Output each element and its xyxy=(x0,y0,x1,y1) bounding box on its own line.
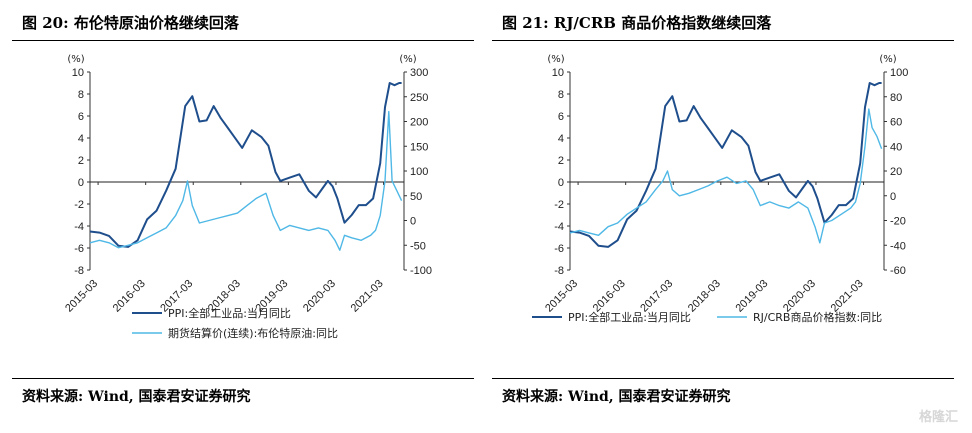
left-tick-label: 8 xyxy=(558,89,564,101)
right-tick-label: 60 xyxy=(890,117,902,129)
series-line-0 xyxy=(569,82,882,248)
right-tick-label: 0 xyxy=(890,191,896,203)
chart-panel-left: 图 20: 布伦特原油价格继续回落 -8 -6 -4 -2 0 2 4 6 8 10 -100 -50… xyxy=(12,0,482,433)
title-rule xyxy=(12,40,474,41)
chart-title: 图 21: RJ/CRB 商品价格指数继续回落 xyxy=(502,14,772,32)
right-tick-label: 40 xyxy=(890,141,902,153)
right-tick-label: 150 xyxy=(410,141,428,153)
x-tick-label: 2018-03 xyxy=(686,278,723,315)
chart-panel-right: 图 21: RJ/CRB 商品价格指数继续回落 -8 -6 -4 -2 0 2 4 6 8 10-… xyxy=(492,0,962,433)
chart-source: 资料来源: Wind, 国泰君安证券研究 xyxy=(22,389,251,405)
chart-left-svg: -8 -6 -4 -2 0 2 4 6 8 10 -100 -50 0 50 100 150 200 250 300… xyxy=(63,54,432,340)
source-rule xyxy=(12,378,474,379)
x-tick-label: 2020-03 xyxy=(301,278,338,315)
right-tick-label: 300 xyxy=(410,67,428,79)
left-tick-label: 2 xyxy=(558,155,564,167)
left-tick-label: 8 xyxy=(78,89,84,101)
right-tick-label: 50 xyxy=(410,191,422,203)
right-tick-label: 200 xyxy=(410,117,428,129)
left-tick-label: 2 xyxy=(78,155,84,167)
x-tick-label: 2015-03 xyxy=(63,278,100,315)
left-tick-label: -6 xyxy=(554,243,564,255)
watermark-logo: 格隆汇 xyxy=(918,410,958,425)
series-line-0 xyxy=(89,82,402,248)
chart-source: 资料来源: Wind, 国泰君安证券研究 xyxy=(502,389,731,405)
right-unit-label: (%) xyxy=(399,54,416,65)
right-unit-label: (%) xyxy=(879,54,896,65)
x-tick-label: 2021-03 xyxy=(829,278,866,315)
chart-title: 图 20: 布伦特原油价格继续回落 xyxy=(22,14,239,32)
source-rule xyxy=(492,378,954,379)
x-tick-label: 2015-03 xyxy=(543,278,580,315)
x-tick-label: 2021-03 xyxy=(349,278,386,315)
x-tick-label: 2016-03 xyxy=(111,278,148,315)
left-tick-label: -2 xyxy=(74,199,84,211)
left-tick-label: 4 xyxy=(558,133,564,145)
right-tick-label: 100 xyxy=(410,166,428,178)
left-tick-label: -6 xyxy=(74,243,84,255)
left-tick-label: 4 xyxy=(78,133,84,145)
left-tick-label: -4 xyxy=(554,221,564,233)
left-tick-label: 0 xyxy=(78,177,84,189)
left-tick-label: 10 xyxy=(72,67,84,79)
right-tick-label: -100 xyxy=(410,265,432,277)
left-unit-label: (%) xyxy=(67,54,84,65)
legend-label-1: RJ/CRB商品价格指数:同比 xyxy=(753,310,882,324)
series-line-1 xyxy=(569,108,883,244)
right-tick-label: -40 xyxy=(890,240,906,252)
right-tick-label: -60 xyxy=(890,265,906,277)
legend-label-1: 期货结算价(连续):布伦特原油:同比 xyxy=(168,326,338,340)
right-tick-label: 80 xyxy=(890,92,902,104)
left-tick-label: 6 xyxy=(78,111,84,123)
title-rule xyxy=(492,40,954,41)
x-tick-label: 2016-03 xyxy=(591,278,628,315)
x-tick-label: 2019-03 xyxy=(733,278,770,315)
right-tick-label: 20 xyxy=(890,166,902,178)
left-tick-label: 10 xyxy=(552,67,564,79)
right-tick-label: 0 xyxy=(410,216,416,228)
legend-label-0: PPI:全部工业品:当月同比 xyxy=(568,310,691,324)
right-tick-label: -20 xyxy=(890,216,906,228)
left-unit-label: (%) xyxy=(547,54,564,65)
right-tick-label: 100 xyxy=(890,67,908,79)
x-tick-label: 2020-03 xyxy=(781,278,818,315)
right-tick-label: -50 xyxy=(410,240,426,252)
legend-label-0: PPI:全部工业品:当月同比 xyxy=(168,306,291,320)
left-tick-label: -8 xyxy=(74,265,84,277)
series-line-1 xyxy=(89,110,403,251)
left-tick-label: 6 xyxy=(558,111,564,123)
left-tick-label: -4 xyxy=(74,221,84,233)
left-tick-label: -2 xyxy=(554,199,564,211)
x-tick-label: 2017-03 xyxy=(638,278,675,315)
left-tick-label: -8 xyxy=(554,265,564,277)
left-tick-label: 0 xyxy=(558,177,564,189)
chart-right-svg: -8-6-4-20246810-60-40-20020406080100(%)(… xyxy=(532,54,908,324)
right-tick-label: 250 xyxy=(410,92,428,104)
